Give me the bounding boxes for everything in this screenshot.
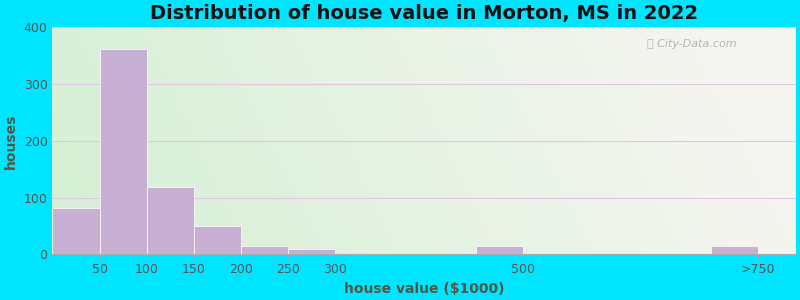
Text: ⓘ City-Data.com: ⓘ City-Data.com [647,39,737,49]
Title: Distribution of house value in Morton, MS in 2022: Distribution of house value in Morton, M… [150,4,698,23]
Bar [711,246,758,254]
Bar [288,249,334,254]
X-axis label: house value ($1000): house value ($1000) [344,282,504,296]
Bar [146,188,194,254]
Bar [99,49,146,254]
Bar [53,208,99,254]
Bar [194,226,241,254]
Bar [241,246,288,254]
Y-axis label: houses: houses [4,113,18,169]
Bar [476,246,523,254]
